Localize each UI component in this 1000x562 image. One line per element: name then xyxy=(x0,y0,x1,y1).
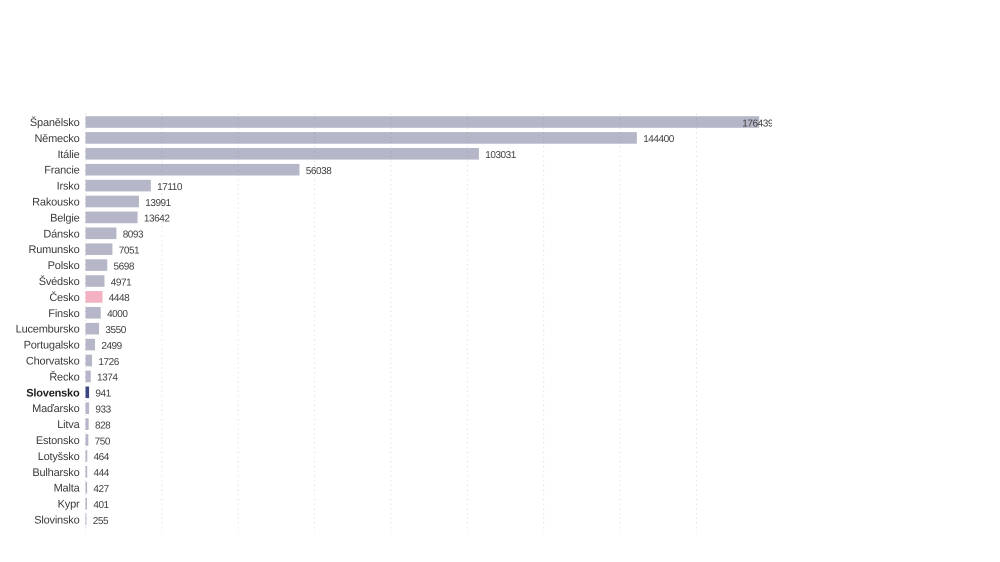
svg-text:Polsko: Polsko xyxy=(48,260,80,272)
svg-text:Malta: Malta xyxy=(54,483,81,495)
svg-text:5698: 5698 xyxy=(114,261,135,272)
svg-text:Portugalsko: Portugalsko xyxy=(24,340,80,352)
svg-text:Itálie: Itálie xyxy=(57,149,79,161)
svg-text:Francie: Francie xyxy=(44,165,79,177)
svg-text:Švédsko: Švédsko xyxy=(39,275,80,288)
svg-text:Španělsko: Španělsko xyxy=(30,116,80,129)
svg-text:144400: 144400 xyxy=(643,134,675,145)
svg-text:13642: 13642 xyxy=(144,214,170,225)
svg-text:Lucembursko: Lucembursko xyxy=(16,324,80,336)
svg-text:4448: 4448 xyxy=(109,293,130,304)
svg-text:Česko: Česko xyxy=(49,291,79,304)
svg-text:Lotyšsko: Lotyšsko xyxy=(38,451,80,463)
svg-text:444: 444 xyxy=(94,468,110,479)
svg-text:Irsko: Irsko xyxy=(57,181,80,193)
svg-text:Bulharsko: Bulharsko xyxy=(32,467,79,479)
svg-text:401: 401 xyxy=(93,500,109,511)
svg-text:Kypr: Kypr xyxy=(58,499,80,511)
svg-text:Německo: Německo xyxy=(34,133,79,145)
svg-text:4000: 4000 xyxy=(107,309,128,320)
svg-text:933: 933 xyxy=(95,405,111,416)
svg-text:176439: 176439 xyxy=(742,118,774,129)
svg-text:Maďarsko: Maďarsko xyxy=(32,403,79,415)
svg-text:941: 941 xyxy=(95,389,111,400)
svg-text:828: 828 xyxy=(95,420,111,431)
svg-text:Slovensko: Slovensko xyxy=(26,387,80,399)
svg-text:Estonsko: Estonsko xyxy=(36,435,80,447)
svg-text:Slovinsko: Slovinsko xyxy=(34,515,79,527)
svg-text:464: 464 xyxy=(94,452,110,463)
svg-text:Finsko: Finsko xyxy=(48,308,79,320)
svg-text:Dánsko: Dánsko xyxy=(43,228,79,240)
svg-text:255: 255 xyxy=(93,516,109,527)
svg-text:750: 750 xyxy=(95,436,111,447)
svg-text:Chorvatsko: Chorvatsko xyxy=(26,356,80,368)
svg-text:Rakousko: Rakousko xyxy=(32,197,79,209)
svg-text:3550: 3550 xyxy=(105,325,126,336)
svg-text:2499: 2499 xyxy=(101,341,122,352)
svg-text:1374: 1374 xyxy=(97,373,118,384)
svg-text:Řecko: Řecko xyxy=(49,370,79,383)
svg-text:17110: 17110 xyxy=(157,182,183,193)
svg-text:Litva: Litva xyxy=(57,419,80,431)
svg-text:7051: 7051 xyxy=(119,246,140,257)
svg-text:Rumunsko: Rumunsko xyxy=(29,244,80,256)
svg-text:1726: 1726 xyxy=(98,357,119,368)
svg-text:8093: 8093 xyxy=(123,230,144,241)
svg-text:103031: 103031 xyxy=(485,150,517,161)
svg-text:13991: 13991 xyxy=(145,198,171,209)
svg-text:4971: 4971 xyxy=(111,277,132,288)
svg-text:Belgie: Belgie xyxy=(50,212,79,224)
svg-text:56038: 56038 xyxy=(306,166,332,177)
svg-text:427: 427 xyxy=(93,484,109,495)
